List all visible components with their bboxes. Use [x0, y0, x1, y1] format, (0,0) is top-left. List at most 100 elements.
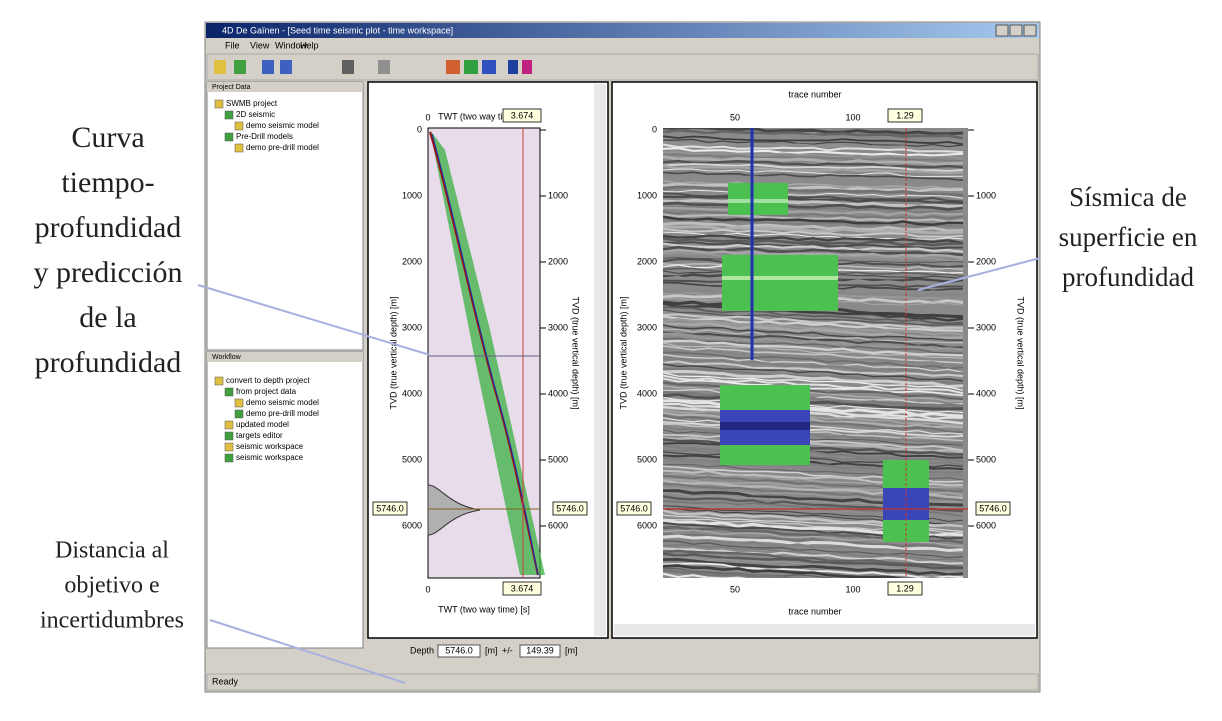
- seismic-reflector: [663, 164, 964, 175]
- seismic-reflector: [663, 436, 964, 454]
- tree-item[interactable]: targets editor: [236, 431, 283, 440]
- y-tick-label: 6000: [637, 520, 657, 530]
- unit: [m]: [485, 645, 498, 655]
- input-box[interactable]: [437, 644, 481, 658]
- seismic-reflector: [663, 557, 964, 576]
- annotation-text: Distancia al: [55, 538, 169, 564]
- annotation-text: profundidad: [35, 211, 182, 244]
- seismic-reflector: [663, 132, 964, 142]
- seismic-reflector: [663, 339, 964, 357]
- tree-item[interactable]: SWMB project: [226, 99, 278, 108]
- seismic-reflector: [663, 342, 964, 359]
- annotation-text: objetivo e: [64, 573, 159, 599]
- seismic-reflector: [663, 245, 964, 256]
- y-tick-label: 5000: [548, 454, 568, 464]
- seismic-reflector: [663, 370, 964, 389]
- tree-item[interactable]: updated model: [236, 420, 289, 429]
- time-marker: 3.674: [511, 583, 534, 593]
- seismic-reflector: [663, 549, 964, 569]
- x-tick-label: 0: [425, 584, 430, 594]
- seismic-reflector: [663, 552, 964, 570]
- tree-icon: [234, 409, 244, 419]
- seismic-reflector: [663, 198, 964, 208]
- y-tick-label: 2000: [548, 256, 568, 266]
- seismic-reflector: [663, 195, 964, 205]
- menu-item[interactable]: Help: [300, 40, 319, 50]
- tree-icon: [234, 398, 244, 408]
- depth-value: 5746.0: [445, 645, 473, 655]
- seismic-reflector: [663, 417, 964, 435]
- tree-icon: [234, 121, 244, 131]
- window-controls[interactable]: [995, 24, 1037, 37]
- seismic-reflector: [663, 242, 964, 253]
- tree-icon: [224, 110, 234, 120]
- seismic-reflector: [663, 179, 964, 190]
- time-marker: 1.29: [896, 110, 914, 120]
- depth-marker: 5746.0: [620, 503, 648, 513]
- seismic-reflector: [663, 540, 964, 559]
- marker-box: [616, 501, 652, 516]
- tree-item[interactable]: from project data: [236, 387, 297, 396]
- tree-item[interactable]: seismic workspace: [236, 442, 304, 451]
- panel-title: Project Data: [212, 84, 251, 91]
- tree-icon: [224, 442, 234, 452]
- scrollbar[interactable]: [614, 624, 1035, 636]
- tree-item[interactable]: demo pre-drill model: [246, 143, 319, 152]
- seismic-reflector: [663, 168, 964, 178]
- project-panel: [206, 81, 364, 351]
- y-tick-label: 6000: [402, 520, 422, 530]
- tree-item[interactable]: seismic workspace: [236, 453, 304, 462]
- tree-item[interactable]: convert to depth project: [226, 376, 310, 385]
- seismic-reflector: [663, 532, 964, 551]
- input-box[interactable]: [519, 644, 561, 658]
- seismic-reflector: [663, 371, 964, 391]
- menu-item[interactable]: File: [225, 40, 240, 50]
- seismic-reflector: [663, 143, 964, 154]
- seismic-reflector: [663, 409, 964, 426]
- time-marker: 1.29: [896, 583, 914, 593]
- menu-item[interactable]: View: [250, 40, 270, 50]
- x-tick-label: 100: [845, 112, 860, 122]
- seismic-reflector: [663, 227, 964, 238]
- seismic-reflector: [663, 544, 964, 562]
- y-tick-label: 4000: [402, 388, 422, 398]
- y-tick-label: 2000: [976, 256, 996, 266]
- axis-label: trace number: [788, 89, 841, 99]
- marker-box: [502, 581, 542, 596]
- seismic-reflector: [663, 572, 748, 578]
- marker-box: [502, 108, 542, 123]
- seismic-reflector: [663, 215, 964, 227]
- tree-item[interactable]: demo seismic model: [246, 121, 319, 130]
- seismic-reflector: [663, 377, 964, 397]
- y-tick-label: 4000: [976, 388, 996, 398]
- tree-icon: [224, 431, 234, 441]
- tree-item[interactable]: demo seismic model: [246, 398, 319, 407]
- y-tick-label: 2000: [637, 256, 657, 266]
- tree-icon: [214, 99, 224, 109]
- seismic-reflector: [663, 421, 964, 438]
- seismic-reflector: [663, 155, 964, 166]
- seismic-reflector: [663, 396, 964, 414]
- scrollbar[interactable]: [594, 84, 606, 636]
- seismic-reflector: [663, 438, 964, 456]
- seismic-reflector: [663, 322, 964, 340]
- tree-item[interactable]: demo pre-drill model: [246, 409, 319, 418]
- seismic-reflector: [663, 140, 964, 150]
- seismic-reflector: [663, 403, 964, 420]
- axis-label: TWT (two way time) [s]: [438, 604, 530, 614]
- seismic-reflector: [663, 206, 964, 217]
- seismic-reflector: [663, 385, 964, 402]
- menu-item[interactable]: Window: [275, 40, 308, 50]
- uncertainty-distribution: [427, 484, 481, 536]
- tree-item[interactable]: 2D seismic: [236, 110, 275, 119]
- seismic-reflector: [663, 381, 964, 401]
- marker-box: [372, 501, 408, 516]
- seismic-reflector: [663, 425, 964, 445]
- y-tick-label: 1000: [402, 190, 422, 200]
- seismic-reflector: [663, 556, 964, 574]
- menu-bar: [206, 39, 1039, 53]
- tree-item[interactable]: Pre-Drill models: [236, 132, 293, 141]
- seismic-reflector: [663, 225, 964, 235]
- unit: [m]: [565, 645, 578, 655]
